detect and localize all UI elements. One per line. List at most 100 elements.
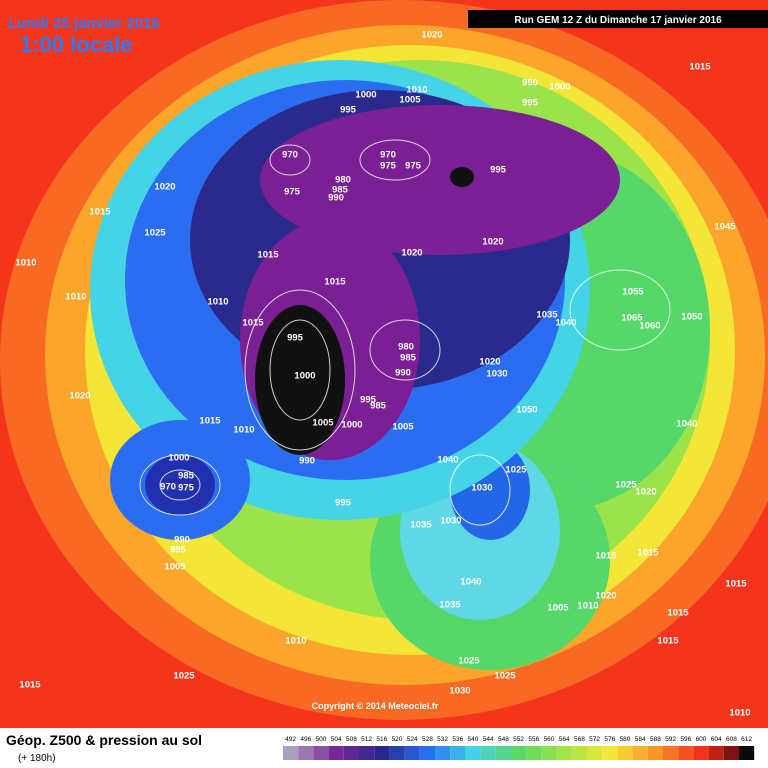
pressure-label: 985 (332, 185, 349, 196)
legend-swatch (723, 746, 739, 760)
lead-time: (+ 180h) (18, 753, 56, 764)
pressure-label: 1040 (676, 419, 697, 430)
pressure-label: 1020 (154, 182, 175, 193)
pressure-label: 1010 (207, 297, 228, 308)
legend-tick-label: 600 (696, 736, 707, 743)
legend-tick-label: 604 (711, 736, 722, 743)
pressure-label: 970 (380, 150, 396, 161)
pressure-label: 1030 (449, 686, 470, 697)
legend-swatch (450, 746, 466, 760)
pressure-label: 1010 (285, 636, 306, 647)
pressure-label: 990 (174, 535, 190, 546)
legend-swatch (298, 746, 314, 760)
pressure-label: 990 (299, 456, 315, 467)
pressure-label: 985 (370, 401, 387, 412)
legend-tick-label: 556 (528, 736, 539, 743)
product-title: Géop. Z500 & pression au sol (6, 732, 202, 748)
pressure-label: 1025 (615, 480, 637, 491)
pressure-label: 1005 (399, 95, 421, 106)
pressure-label: 990 (395, 368, 411, 379)
pressure-label: 995 (170, 545, 187, 556)
legend-swatch (495, 746, 511, 760)
legend-swatch (693, 746, 709, 760)
legend-swatch (480, 746, 496, 760)
pressure-label: 970 (282, 150, 298, 161)
pressure-label: 1005 (392, 422, 414, 433)
pressure-label: 1015 (725, 579, 747, 590)
pressure-label: 1030 (440, 516, 461, 527)
pressure-label: 990 (522, 78, 538, 89)
legend-swatch (511, 746, 527, 760)
legend-tick-label: 592 (665, 736, 676, 743)
pressure-label: 995 (490, 165, 507, 176)
pressure-label: 1015 (637, 548, 659, 559)
pressure-label: 1015 (324, 277, 346, 288)
pressure-label: 1030 (486, 369, 507, 380)
pressure-label: 975 (405, 161, 422, 172)
legend-swatch (328, 746, 344, 760)
pressure-label: 1020 (479, 357, 500, 368)
legend-tick-label: 580 (620, 736, 631, 743)
legend-swatch (632, 746, 648, 760)
legend-swatch (647, 746, 663, 760)
pressure-label: 1020 (635, 487, 656, 498)
pressure-label: 1000 (294, 371, 315, 382)
legend-swatch (374, 746, 390, 760)
legend-tick-label: 544 (483, 736, 494, 743)
pressure-label: 990 (328, 193, 344, 204)
legend-swatch (419, 746, 435, 760)
pressure-label: 1020 (595, 591, 616, 602)
legend-swatch (739, 746, 755, 760)
pressure-label: 975 (380, 161, 397, 172)
pressure-label: 1060 (639, 321, 660, 332)
legend-swatch (663, 746, 679, 760)
pressure-label: 995 (287, 333, 304, 344)
pressure-label: 1020 (421, 30, 442, 41)
pressure-label: 975 (178, 483, 195, 494)
legend-tick-label: 576 (604, 736, 615, 743)
valid-date: Lundi 25 janvier 2016 (8, 15, 160, 32)
pressure-label: 1010 (406, 85, 427, 96)
pressure-label: 1000 (355, 90, 376, 101)
pressure-label: 1000 (168, 453, 189, 464)
legend-tick-label: 512 (361, 736, 372, 743)
pressure-label: 1035 (410, 520, 432, 531)
legend-tick-label: 520 (392, 736, 403, 743)
legend-tick-label: 572 (589, 736, 600, 743)
legend-tick-label: 504 (331, 736, 342, 743)
legend-swatch (708, 746, 724, 760)
pressure-label: 1035 (439, 600, 461, 611)
pressure-label: 1025 (505, 465, 527, 476)
pressure-label: 1050 (681, 312, 702, 323)
legend-tick-label: 564 (559, 736, 570, 743)
pressure-label: 1015 (199, 416, 221, 427)
legend-swatch (404, 746, 420, 760)
legend-tick-label: 496 (300, 736, 311, 743)
pressure-label: 1015 (19, 680, 41, 691)
pressure-label: 1010 (15, 258, 36, 269)
pressure-label: 1015 (657, 636, 679, 647)
legend-swatch (389, 746, 405, 760)
legend-tick-label: 532 (437, 736, 448, 743)
legend-swatch (435, 746, 451, 760)
pressure-label: 1040 (460, 577, 481, 588)
pressure-label: 1035 (536, 310, 558, 321)
pressure-label: 995 (335, 498, 352, 509)
height-field (0, 0, 768, 728)
pressure-label: 1015 (595, 551, 617, 562)
legend-tick-label: 584 (635, 736, 646, 743)
legend-tick-label: 552 (513, 736, 524, 743)
pressure-label: 1025 (173, 671, 195, 682)
pressure-label: 1015 (257, 250, 279, 261)
pressure-label: 1000 (341, 420, 362, 431)
copyright: Copyright © 2014 Meteociel.fr (312, 701, 439, 711)
pressure-label: 1065 (621, 313, 643, 324)
pressure-label: 975 (284, 187, 301, 198)
pressure-label: 1015 (689, 62, 711, 73)
pressure-label: 1005 (164, 562, 186, 573)
pressure-label: 1015 (242, 318, 264, 329)
pressure-label: 1010 (577, 601, 598, 612)
pressure-label: 1020 (482, 237, 503, 248)
isobars (139, 139, 671, 526)
